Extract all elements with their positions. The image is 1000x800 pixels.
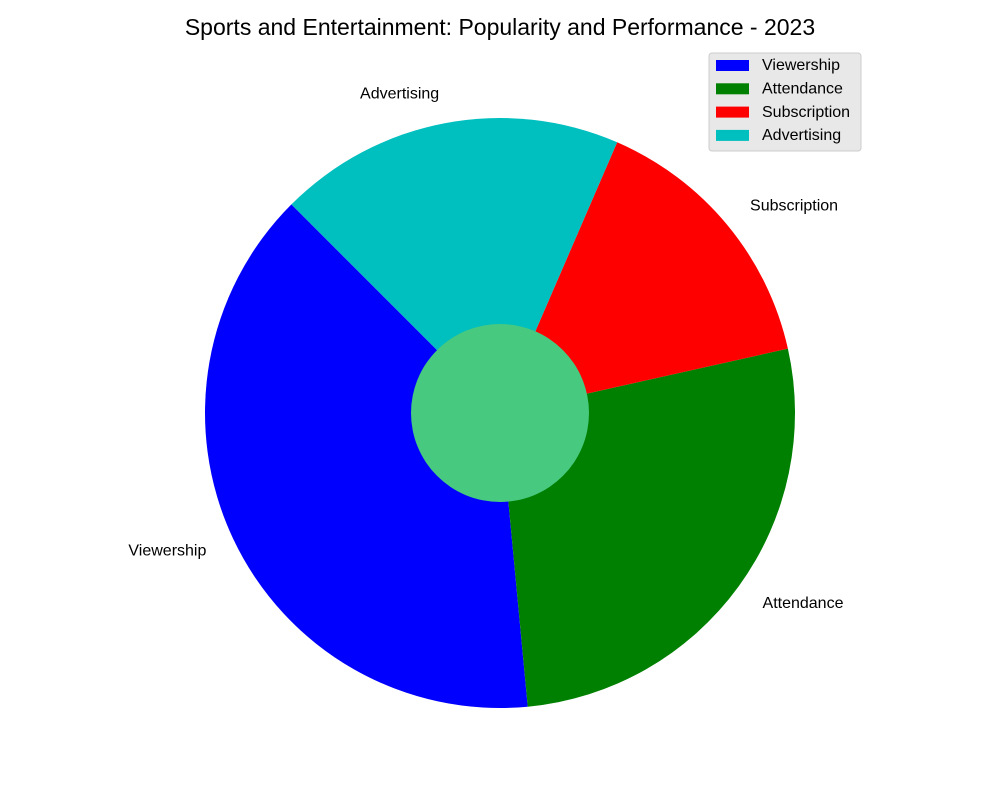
slice-label-viewership: Viewership bbox=[128, 542, 206, 559]
chart-title: Sports and Entertainment: Popularity and… bbox=[185, 14, 815, 40]
legend: Viewership Attendance Subscription Advertis… bbox=[708, 52, 862, 152]
legend-label-advertising: Advertising bbox=[762, 127, 841, 144]
pie-slice-subscription bbox=[500, 142, 788, 413]
slice-label-subscription: Subscription bbox=[750, 197, 838, 214]
pie-center-circle bbox=[411, 324, 589, 502]
legend-swatch-attendance bbox=[716, 83, 749, 95]
pie-slices bbox=[205, 118, 796, 708]
legend-label-viewership: Viewership bbox=[762, 57, 840, 74]
pie-slice-viewership bbox=[205, 204, 528, 708]
legend-box bbox=[708, 52, 862, 152]
legend-swatch-viewership bbox=[716, 60, 749, 71]
pie-slice-labels: Viewership Attendance Subscription Advertis… bbox=[128, 85, 843, 612]
legend-label-attendance: Attendance bbox=[762, 81, 843, 98]
slice-label-advertising: Advertising bbox=[360, 85, 439, 102]
pie-slice-advertising bbox=[291, 118, 618, 414]
legend-label-subscription: Subscription bbox=[762, 104, 850, 121]
legend-swatch-subscription bbox=[716, 106, 749, 118]
slice-label-attendance: Attendance bbox=[763, 595, 844, 612]
legend-swatch-advertising bbox=[716, 129, 749, 141]
